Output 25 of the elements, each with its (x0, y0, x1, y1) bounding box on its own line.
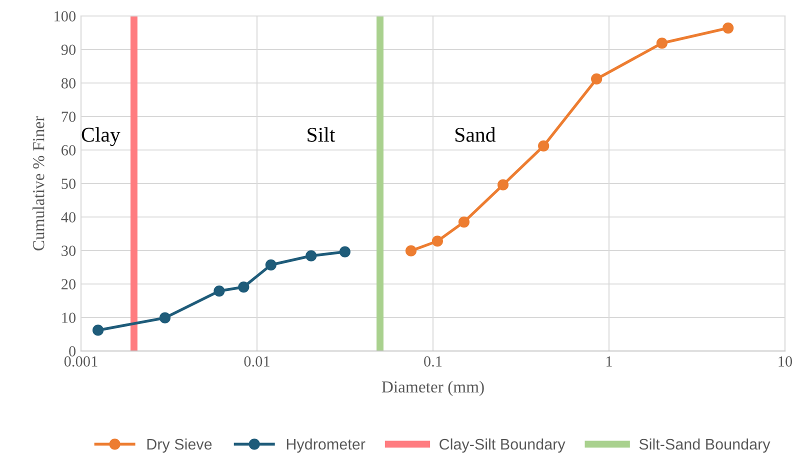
y-tick-label: 60 (62, 145, 76, 156)
y-tick-label: 20 (62, 279, 76, 290)
x-tick-label: 1 (606, 356, 612, 366)
y-tick-label: 90 (61, 44, 76, 55)
y-tick-label: 50 (62, 178, 76, 189)
y-tick-label: 40 (61, 212, 76, 222)
legend-label: Hydrometer (286, 438, 366, 453)
annotation: Sand (456, 127, 496, 142)
x-axis-title: Diameter (mm) (382, 380, 484, 396)
legend-label: Clay-Silt Boundary (440, 438, 566, 453)
x-tick-label: 0.01 (244, 356, 270, 367)
y-tick-label: 80 (61, 78, 76, 88)
annotation: Silt (308, 127, 336, 142)
y-axis-title: Cumulative % Finer (32, 116, 44, 250)
y-tick-label: 0 (69, 346, 76, 356)
y-tick-label: 10 (62, 312, 76, 323)
annotation: Clay (82, 127, 120, 146)
y-tick-label: 70 (62, 112, 76, 122)
y-tick-label: 100 (54, 11, 76, 22)
legend-label: Dry Sieve (147, 438, 212, 453)
x-tick-label: 10 (778, 356, 792, 367)
x-tick-label: 0.1 (424, 356, 442, 367)
legend-label: Silt-Sand Boundary (639, 438, 770, 453)
x-tick-label: 0.001 (64, 356, 98, 367)
y-tick-label: 30 (62, 246, 76, 256)
